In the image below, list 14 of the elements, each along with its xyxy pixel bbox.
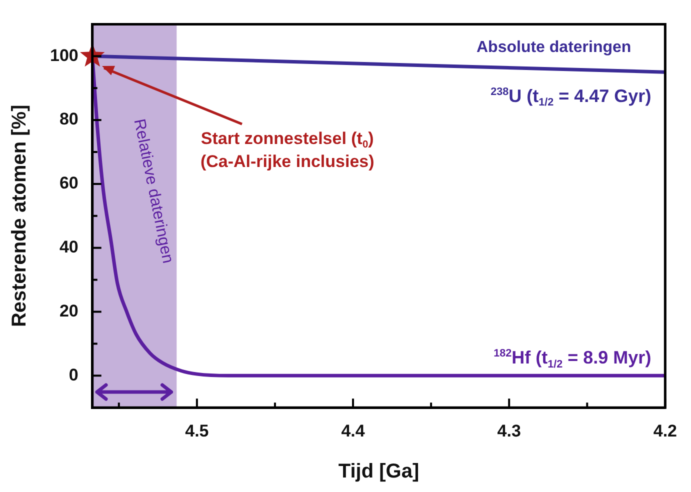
y-tick-label: 40 xyxy=(59,238,78,257)
y-tick-label: 0 xyxy=(68,365,78,384)
y-axis-title: Resterende atomen [%] xyxy=(8,104,31,328)
y-tick-label: 100 xyxy=(50,46,78,65)
y-tick-label: 20 xyxy=(59,301,78,320)
band-label: Relatieve dateringen xyxy=(130,117,176,265)
y-tick-label: 80 xyxy=(59,110,78,129)
x-tick-label: 4.2 xyxy=(653,421,678,440)
x-axis-title: Tijd [Ga] xyxy=(338,460,420,483)
x-tick-label: 4.5 xyxy=(185,421,209,440)
y-tick-label: 60 xyxy=(59,174,78,193)
x-tick-label: 4.3 xyxy=(497,421,521,440)
annotation: Absolute dateringen xyxy=(476,39,632,56)
x-tick-label: 4.4 xyxy=(341,421,366,440)
